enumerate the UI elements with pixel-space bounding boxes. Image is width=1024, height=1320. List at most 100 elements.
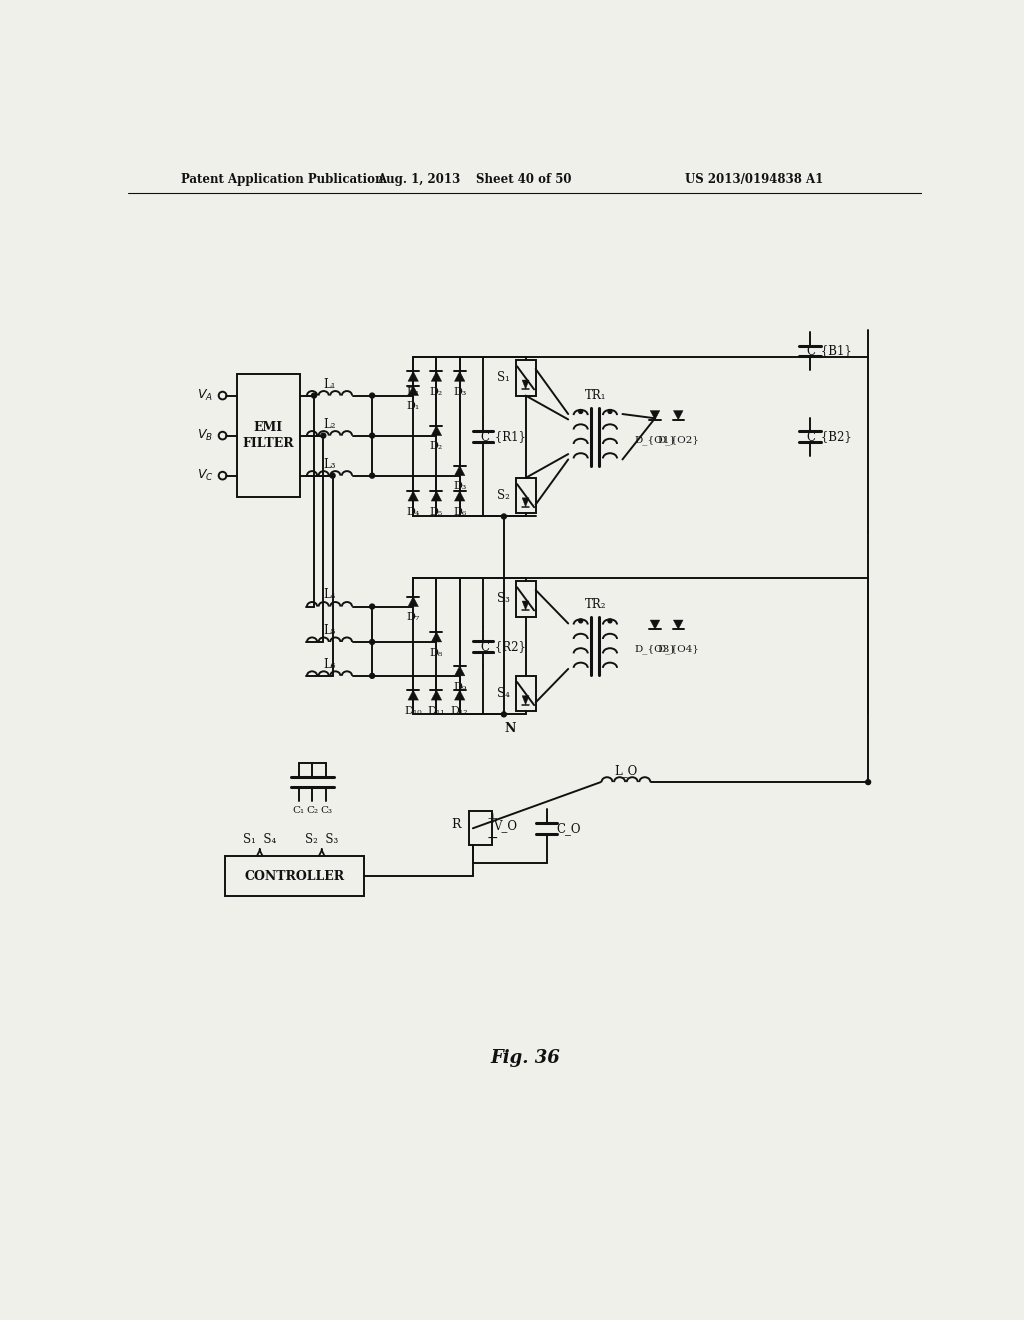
Circle shape — [370, 605, 375, 609]
Text: D₃: D₃ — [453, 482, 466, 491]
Polygon shape — [455, 690, 465, 700]
Text: D₃: D₃ — [453, 387, 466, 397]
Polygon shape — [408, 491, 419, 502]
Polygon shape — [650, 620, 659, 630]
Text: Sheet 40 of 50: Sheet 40 of 50 — [475, 173, 571, 186]
Text: D₁: D₁ — [407, 387, 420, 397]
Polygon shape — [455, 491, 465, 502]
Text: D_{O4}: D_{O4} — [657, 644, 699, 655]
Text: C_{R1}: C_{R1} — [480, 430, 526, 444]
Text: C₁: C₁ — [293, 807, 304, 814]
Text: L₂: L₂ — [324, 417, 336, 430]
Bar — [515, 360, 536, 396]
Text: Fig. 36: Fig. 36 — [489, 1049, 560, 1067]
Polygon shape — [522, 696, 529, 705]
Text: N: N — [505, 722, 516, 735]
Polygon shape — [408, 690, 419, 700]
Text: D₁₂: D₁₂ — [451, 706, 469, 715]
Text: CONTROLLER: CONTROLLER — [245, 870, 345, 883]
Text: S₄: S₄ — [498, 686, 510, 700]
Circle shape — [370, 433, 375, 438]
Circle shape — [370, 673, 375, 678]
Circle shape — [608, 409, 612, 413]
Polygon shape — [431, 632, 441, 642]
Polygon shape — [431, 425, 441, 436]
Polygon shape — [431, 690, 441, 700]
Text: S₂: S₂ — [498, 490, 510, 502]
Text: $V_C$: $V_C$ — [197, 469, 213, 483]
Circle shape — [370, 473, 375, 478]
Text: C₃: C₃ — [321, 807, 333, 814]
Text: V_O: V_O — [494, 818, 517, 832]
Text: US 2013/0194838 A1: US 2013/0194838 A1 — [685, 173, 823, 186]
Text: L_O: L_O — [614, 764, 637, 777]
Text: L₅: L₅ — [324, 624, 336, 638]
Circle shape — [502, 513, 506, 519]
Text: +: + — [486, 812, 498, 826]
Circle shape — [311, 393, 316, 399]
Circle shape — [502, 711, 506, 717]
Bar — [225, 857, 365, 896]
Text: $V_B$: $V_B$ — [198, 428, 213, 444]
Circle shape — [579, 409, 583, 413]
Text: D_{O2}: D_{O2} — [657, 436, 699, 445]
Circle shape — [579, 619, 583, 623]
Polygon shape — [674, 620, 683, 630]
Polygon shape — [408, 371, 419, 381]
Text: D₆: D₆ — [453, 507, 466, 517]
Circle shape — [608, 619, 612, 623]
Circle shape — [321, 433, 326, 438]
Text: D_{O3}: D_{O3} — [634, 644, 676, 655]
Text: D₁₁: D₁₁ — [428, 706, 445, 715]
Text: D₁: D₁ — [407, 401, 420, 412]
Text: L₁: L₁ — [324, 378, 336, 391]
Text: L₆: L₆ — [324, 657, 336, 671]
Text: D₇: D₇ — [407, 612, 420, 622]
Text: D₂: D₂ — [430, 441, 443, 451]
Text: TR₁: TR₁ — [585, 389, 606, 403]
Bar — [469, 812, 493, 845]
Text: $V_A$: $V_A$ — [198, 388, 213, 403]
Text: S₂  S₃: S₂ S₃ — [305, 833, 338, 846]
Text: C_O: C_O — [556, 822, 581, 834]
Text: Aug. 1, 2013: Aug. 1, 2013 — [377, 173, 460, 186]
Text: Patent Application Publication: Patent Application Publication — [180, 173, 383, 186]
Text: FILTER: FILTER — [243, 437, 294, 450]
Bar — [515, 478, 536, 513]
Text: R: R — [451, 818, 461, 832]
Polygon shape — [431, 371, 441, 381]
Polygon shape — [522, 380, 529, 389]
Text: C_{B2}: C_{B2} — [807, 430, 852, 444]
Text: C_{R2}: C_{R2} — [480, 640, 526, 652]
Text: D₂: D₂ — [430, 387, 443, 397]
Text: D₁₀: D₁₀ — [404, 706, 422, 715]
Polygon shape — [522, 601, 529, 610]
Polygon shape — [408, 597, 419, 607]
Bar — [237, 374, 300, 498]
Text: C₂: C₂ — [306, 807, 318, 814]
Text: C_{B1}: C_{B1} — [807, 345, 852, 358]
Circle shape — [330, 473, 335, 478]
Text: TR₂: TR₂ — [585, 598, 606, 611]
Polygon shape — [455, 466, 465, 475]
Text: −: − — [486, 830, 498, 845]
Text: EMI: EMI — [254, 421, 283, 434]
Polygon shape — [455, 371, 465, 381]
Text: D₉: D₉ — [453, 681, 466, 692]
Bar — [515, 676, 536, 711]
Polygon shape — [408, 385, 419, 396]
Text: S₁: S₁ — [498, 371, 510, 384]
Circle shape — [865, 780, 870, 784]
Polygon shape — [455, 665, 465, 676]
Text: D₄: D₄ — [407, 507, 420, 517]
Circle shape — [370, 639, 375, 644]
Text: L₃: L₃ — [324, 458, 336, 471]
Text: S₃: S₃ — [498, 593, 510, 606]
Text: S₁  S₄: S₁ S₄ — [243, 833, 276, 846]
Polygon shape — [431, 491, 441, 502]
Text: D₈: D₈ — [430, 648, 443, 657]
Polygon shape — [650, 411, 659, 420]
Text: D₅: D₅ — [430, 507, 443, 517]
Text: D_{O1}: D_{O1} — [634, 436, 676, 445]
Polygon shape — [522, 498, 529, 507]
